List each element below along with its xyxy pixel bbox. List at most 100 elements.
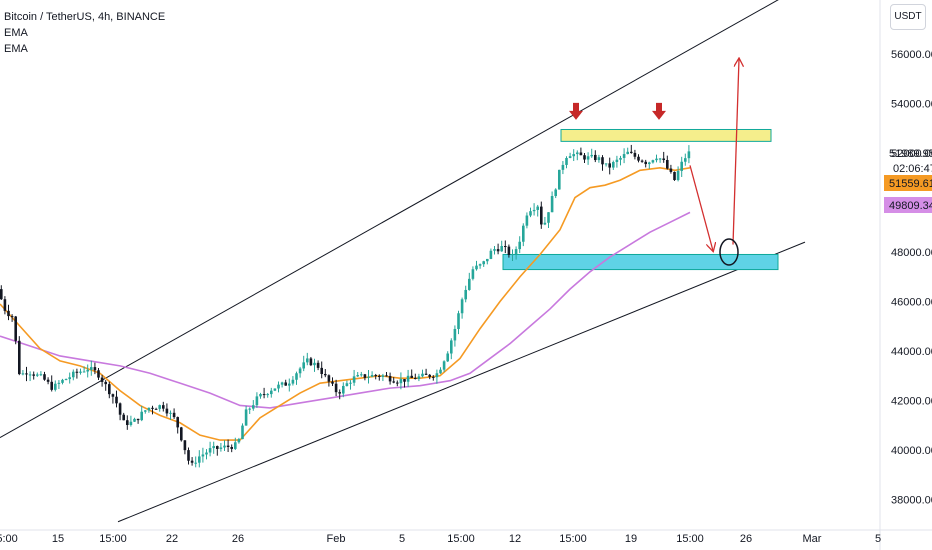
y-tick-label: 56000.00	[891, 49, 932, 61]
candle-down	[374, 375, 377, 377]
price-zones[interactable]	[502, 128, 779, 271]
channel-lower-line[interactable]	[117, 241, 806, 523]
candle-up	[349, 382, 352, 384]
candle-up	[568, 156, 572, 158]
time-axis[interactable]: 15:00 15 15:00 22 26 Feb 5 15:00 12 15:00 19 15:00 2…	[0, 533, 881, 545]
candle-up	[295, 373, 298, 380]
candle-up	[352, 376, 356, 383]
down-arrow-marker-icon[interactable]	[569, 102, 583, 120]
candle-down	[46, 379, 50, 382]
candle-down	[644, 161, 647, 165]
candle-up	[612, 162, 615, 168]
countdown-label: 02:06:47	[893, 163, 932, 175]
x-tick-label: Feb	[327, 533, 346, 545]
support-zone[interactable]	[502, 253, 779, 271]
candle-up	[381, 375, 385, 377]
candle-up	[511, 254, 514, 256]
x-tick-label: 5	[399, 533, 405, 545]
candle-up	[687, 151, 691, 159]
candle-up	[619, 157, 622, 160]
candle-up	[129, 421, 133, 425]
candle-down	[410, 375, 413, 378]
candle-up	[259, 394, 262, 397]
candle-down	[309, 358, 313, 366]
candle-down	[320, 367, 323, 374]
candle-down	[331, 381, 334, 384]
candle-down	[10, 316, 14, 318]
candle-down	[673, 171, 676, 181]
x-tick-label: 15	[52, 533, 64, 545]
candle-up	[529, 211, 532, 216]
chart-legend: Bitcoin / TetherUS, 4h, BINANCE EMA EMA	[4, 9, 165, 57]
y-tick-label: 52000.00	[891, 148, 932, 160]
candle-up	[248, 408, 251, 410]
candle-down	[601, 157, 604, 165]
candle-up	[446, 353, 449, 362]
candle-up	[561, 164, 565, 170]
projection-arrow-down[interactable]	[689, 165, 713, 250]
ema-indicator-label-1[interactable]: EMA	[4, 27, 28, 39]
candle-up	[144, 410, 147, 412]
y-tick-label: 54000.00	[891, 99, 932, 111]
candlestick-series	[0, 144, 691, 468]
candle-up	[622, 154, 626, 158]
candle-up	[57, 382, 61, 384]
resistance-zone[interactable]	[560, 128, 772, 142]
candle-up	[79, 371, 82, 373]
candle-down	[414, 377, 417, 380]
candle-up	[370, 375, 374, 377]
candle-up	[576, 152, 579, 155]
candle-up	[684, 158, 687, 162]
candle-down	[284, 382, 287, 386]
currency-selector[interactable]: USDT	[890, 4, 926, 30]
target-circle[interactable]	[719, 238, 739, 266]
candle-up	[651, 160, 655, 163]
x-tick-label: 5	[875, 533, 881, 545]
candle-down	[496, 249, 500, 252]
candle-down	[316, 362, 320, 368]
symbol-title[interactable]: Bitcoin / TetherUS, 4h, BINANCE	[4, 11, 166, 23]
candle-down	[608, 163, 611, 168]
candle-up	[82, 371, 86, 373]
y-tick-label: 42000.00	[891, 396, 932, 408]
candle-up	[244, 409, 248, 426]
ema-indicator-label-2[interactable]: EMA	[4, 43, 28, 55]
channel-upper-line[interactable]	[0, 0, 805, 439]
candle-up	[291, 379, 295, 384]
projection-arrow-up[interactable]	[732, 59, 739, 245]
candle-up	[680, 161, 683, 171]
candle-down	[151, 407, 154, 409]
candle-down	[180, 427, 183, 441]
candle-up	[558, 169, 561, 190]
candle-up	[288, 383, 291, 386]
candle-up	[442, 361, 446, 370]
candle-up	[536, 206, 539, 210]
candle-down	[43, 374, 46, 380]
annotations[interactable]	[569, 59, 739, 266]
candle-up	[237, 439, 241, 443]
candle-up	[201, 454, 205, 457]
candle-up	[169, 412, 172, 414]
candle-down	[115, 396, 118, 404]
candle-down	[165, 408, 169, 414]
trend-channel[interactable]	[0, 0, 806, 523]
candle-up	[550, 196, 554, 213]
candle-down	[176, 417, 179, 428]
candle-up	[586, 156, 590, 160]
candle-up	[266, 394, 269, 396]
candle-up	[39, 374, 43, 376]
candle-down	[18, 340, 21, 375]
y-tick-label: 46000.00	[891, 297, 932, 309]
candle-up	[234, 442, 237, 449]
ema-fast-value: 51559.61	[889, 178, 932, 190]
candle-up	[158, 405, 161, 409]
candle-down	[226, 445, 230, 447]
down-arrow-marker-icon[interactable]	[652, 102, 666, 120]
price-axis[interactable]: 56000.00 54000.00 52000.00 48000.00 46000.00…	[891, 49, 932, 507]
candle-down	[25, 373, 28, 375]
candle-down	[662, 158, 665, 161]
candle-down	[396, 382, 399, 384]
candle-down	[100, 377, 104, 382]
